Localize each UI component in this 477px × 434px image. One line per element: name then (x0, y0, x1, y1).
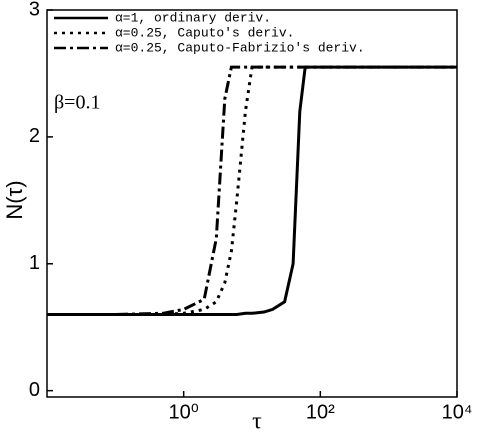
y-tick-label: 3 (29, 0, 40, 20)
y-tick-label: 2 (29, 125, 40, 147)
plot-frame (46, 9, 458, 398)
legend-label: α=0.25, Caputo-Fabrizio's deriv. (115, 40, 365, 55)
y-axis-label: N(τ) (2, 180, 27, 219)
x-axis-label: τ (252, 409, 262, 434)
series-line (47, 65, 457, 316)
legend-label: α=1, ordinary deriv. (115, 10, 271, 25)
x-tick-label: 10² (306, 401, 335, 423)
y-tick-label: 1 (29, 252, 40, 274)
annotation: β=0.1 (54, 92, 100, 114)
x-tick-label: 10⁰ (169, 401, 199, 423)
series-line (47, 65, 457, 316)
y-tick-label: 0 (29, 379, 40, 401)
x-tick-label: 10⁴ (442, 401, 473, 423)
legend-label: α=0.25, Caputo's deriv. (115, 25, 294, 40)
series-line (47, 65, 457, 316)
